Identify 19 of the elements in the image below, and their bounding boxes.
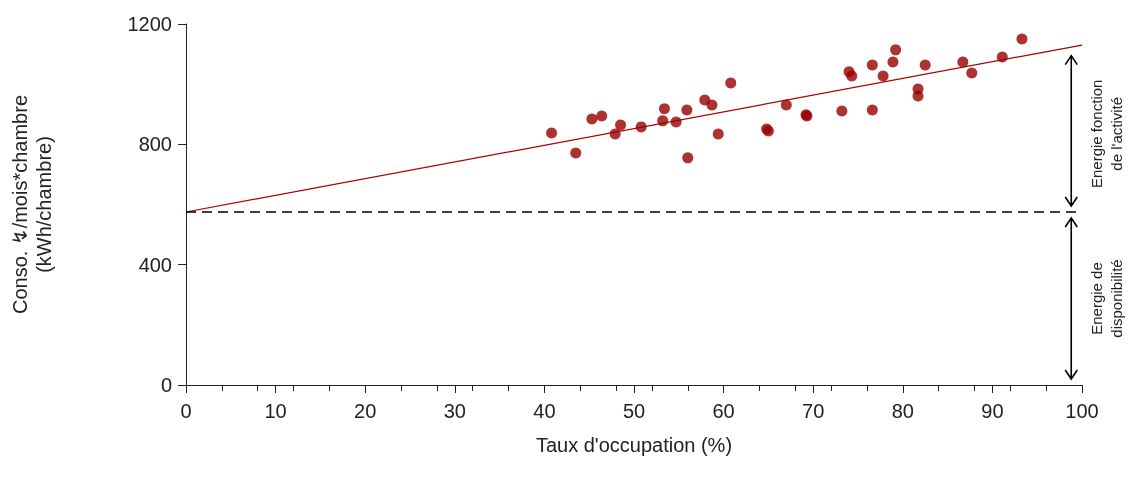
x-tick-label: 80 [891, 400, 914, 422]
x-tick-label: 50 [622, 400, 646, 422]
x-tick-label: 60 [712, 400, 735, 422]
text: Energie fonction de l'activité [1087, 79, 1125, 189]
y-axis-title: Conso. ↯/mois*chambre (kWh/chambre) [9, 94, 55, 315]
x-tick-label: 0 [180, 400, 192, 422]
x-tick-label: 100 [1065, 400, 1099, 422]
x-tick-label: 90 [981, 400, 1004, 422]
y-tick-label: 1200 [127, 13, 172, 35]
x-tick-label: 40 [533, 400, 556, 422]
x-tick-label: 20 [354, 400, 377, 422]
text: Energie de disponibilité [1087, 259, 1125, 338]
y-tick-label: 800 [138, 133, 172, 156]
x-axis-title: Taux d'occupation (%) [535, 434, 733, 456]
x-tick-label: 30 [443, 400, 466, 422]
x-tick-label: 70 [802, 400, 825, 422]
y-tick-label: 400 [138, 253, 172, 276]
x-tick-label: 10 [264, 400, 287, 422]
y-tick-label: 0 [160, 374, 172, 396]
